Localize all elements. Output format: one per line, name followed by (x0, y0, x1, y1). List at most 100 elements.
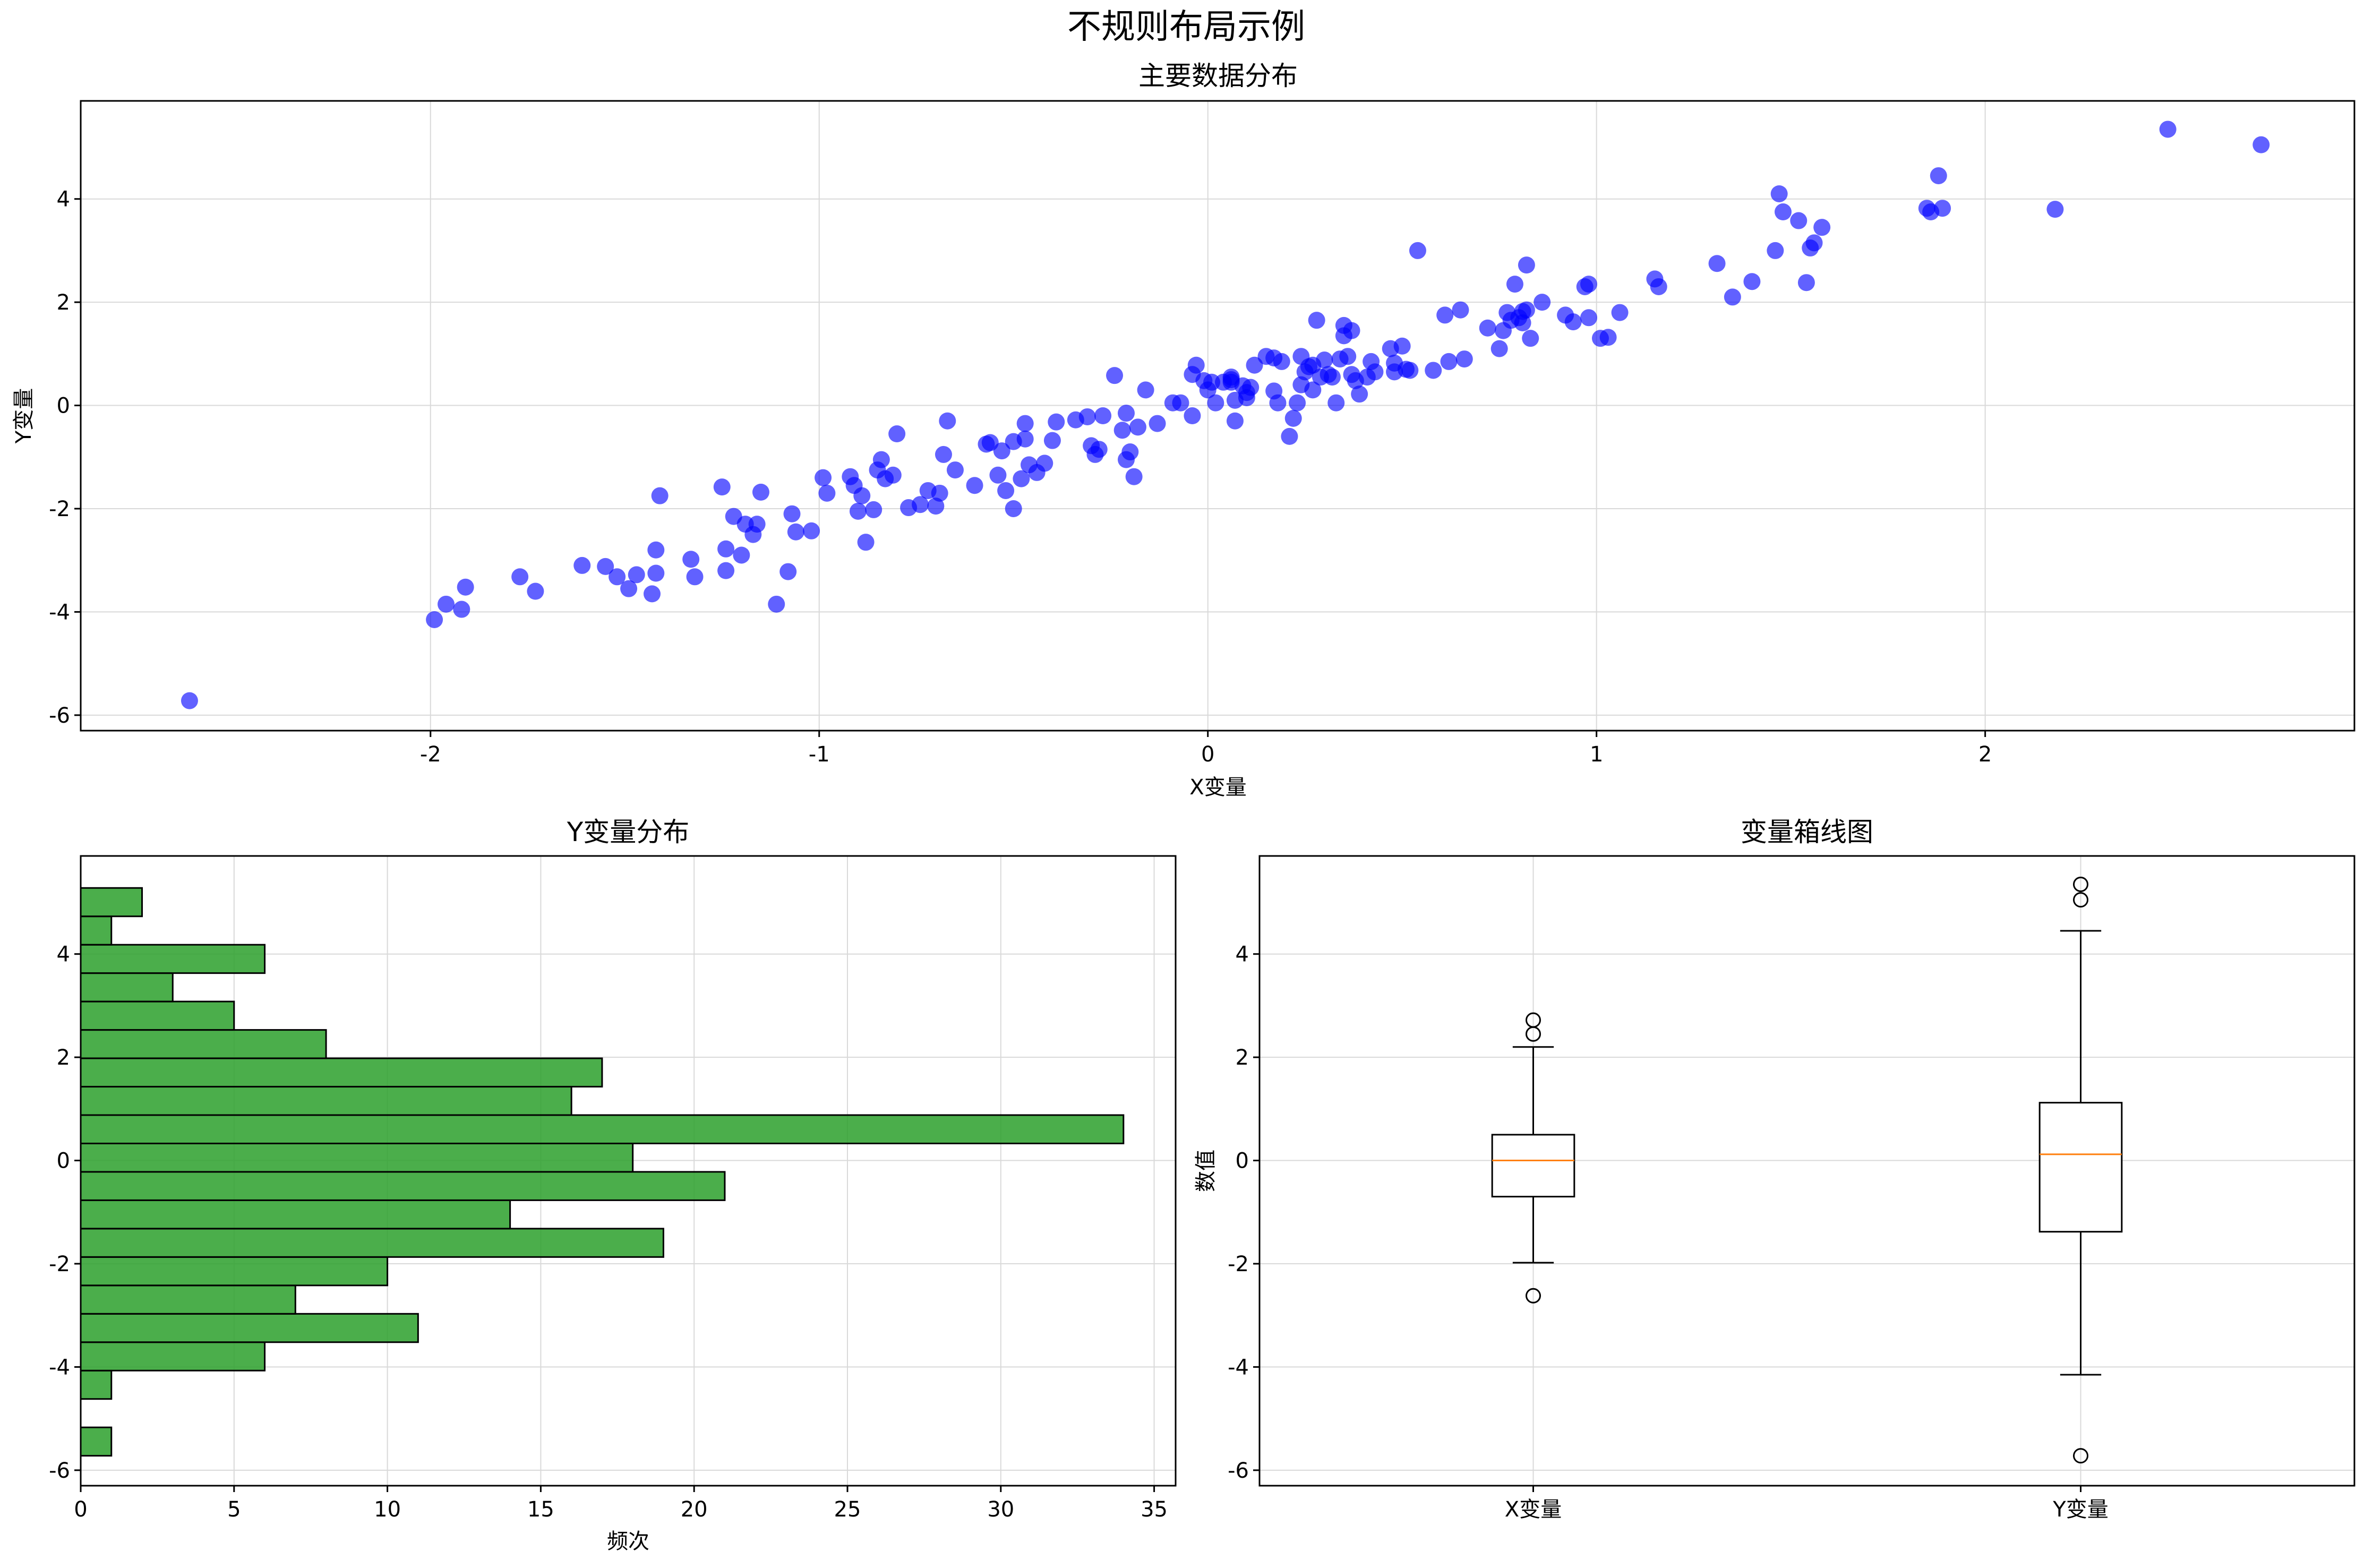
histogram-bar (80, 1313, 419, 1343)
scatter-point (946, 461, 964, 479)
scatter-point (865, 501, 883, 518)
scatter-point (1106, 367, 1124, 384)
scatter-point (1016, 430, 1034, 448)
y-tick-label: 2 (1236, 1046, 1249, 1070)
scatter-point (1506, 276, 1523, 293)
x-tick-label: -1 (809, 742, 830, 767)
scatter-point (1452, 301, 1469, 319)
scatter-point (457, 578, 474, 596)
scatter-point (1479, 319, 1496, 337)
scatter-point (1425, 362, 1442, 379)
histogram-bar (80, 1228, 664, 1258)
scatter-point (884, 466, 902, 484)
scatter-point (1304, 381, 1322, 399)
scatter-point (573, 556, 591, 574)
scatter-point (181, 692, 198, 709)
scatter-point (1226, 412, 1244, 430)
scatter-point (647, 564, 665, 582)
scatter-point (1036, 455, 1053, 472)
histogram-bar (80, 1057, 603, 1088)
box-iqr (1491, 1134, 1575, 1198)
boxplot-ticks: -6 -4 -2 0 2 4 X变量 Y变量 (1228, 942, 2109, 1522)
scatter-point (1207, 394, 1224, 412)
x-tick-label: 2 (1978, 742, 1992, 767)
outlier-point (2073, 876, 2088, 892)
scatter-point (1767, 242, 1784, 259)
histogram-bar (80, 944, 266, 974)
boxplot-panel: 变量箱线图 -6 -4 -2 0 2 4 X变量 Y变量 数值 (1194, 817, 2355, 1522)
scatter-point (927, 498, 945, 515)
histogram-bar (80, 1086, 572, 1116)
scatter-point (752, 483, 769, 501)
scatter-point (1269, 394, 1287, 412)
scatter-point (1813, 219, 1831, 236)
outlier-point (2073, 892, 2088, 908)
scatter-point (935, 445, 952, 463)
histogram-bar (80, 915, 113, 946)
outlier-point (1526, 1026, 1541, 1042)
scatter-point (453, 601, 470, 618)
scatter-point (511, 568, 529, 586)
x-tick-label: 0 (74, 1497, 87, 1522)
scatter-point (682, 551, 700, 568)
scatter-point (888, 425, 906, 443)
x-tick-label: 15 (527, 1497, 554, 1522)
scatter-point (647, 541, 665, 559)
scatter-point (628, 566, 645, 584)
scatter-point (1440, 353, 1458, 370)
scatter-title: 主要数据分布 (1138, 61, 1298, 91)
scatter-point (733, 546, 750, 564)
scatter-point (713, 478, 731, 496)
histogram-bar (80, 887, 143, 918)
histogram-bar (80, 1000, 235, 1031)
histogram-bar (80, 1199, 511, 1230)
scatter-point (1724, 288, 1741, 306)
scatter-point (1048, 413, 1065, 431)
scatter-point (686, 568, 704, 586)
scatter-point (1327, 394, 1345, 412)
scatter-point (438, 595, 455, 613)
y-tick-label: 0 (57, 394, 70, 418)
y-tick-label: -2 (49, 1252, 70, 1276)
scatter-point (1289, 394, 1306, 412)
scatter-panel: 主要数据分布 -2 -1 0 1 2 -6 -4 -2 0 2 4 X变量 Y变量 (12, 61, 2355, 800)
scatter-point (1117, 405, 1135, 422)
scatter-point (1343, 322, 1360, 339)
scatter-point (1580, 309, 1598, 327)
scatter-point (2046, 201, 2064, 218)
scatter-point (1930, 167, 1947, 184)
x-tick-label: 20 (681, 1497, 708, 1522)
scatter-point (1797, 274, 1815, 292)
scatter-point (849, 502, 867, 520)
boxplot-frame (1258, 855, 2355, 1487)
scatter-point (2252, 136, 2270, 153)
scatter-point (912, 496, 929, 513)
scatter-point (1308, 312, 1325, 329)
scatter-point (1805, 234, 1823, 252)
histogram-bar (80, 972, 174, 1003)
scatter-point (1005, 500, 1022, 517)
y-tick-label: -4 (49, 600, 70, 624)
scatter-point (1743, 273, 1761, 290)
scatter-ticks: -2 -1 0 1 2 -6 -4 -2 0 2 4 (49, 187, 1992, 767)
scatter-point (1172, 394, 1189, 412)
histogram-bar (80, 1256, 389, 1287)
scatter-point (717, 540, 735, 558)
scatter-point (803, 522, 820, 539)
y-tick-label: 0 (1236, 1149, 1249, 1173)
y-tick-label: 4 (57, 187, 70, 212)
outlier-point (2073, 1448, 2088, 1464)
x-tick-label: 1 (1590, 742, 1603, 767)
scatter-point (997, 482, 1015, 499)
scatter-point (1611, 304, 1629, 321)
histogram-bar (80, 1114, 1125, 1144)
scatter-point (1125, 468, 1143, 485)
x-tick-label: 0 (1201, 742, 1214, 767)
scatter-point (1518, 256, 1535, 274)
scatter-point (783, 505, 801, 522)
histogram-bar (80, 1341, 266, 1372)
x-tick-label: 5 (227, 1497, 241, 1522)
scatter-grid (81, 101, 2354, 731)
scatter-point (1522, 330, 1539, 347)
scatter-point (1580, 276, 1598, 293)
